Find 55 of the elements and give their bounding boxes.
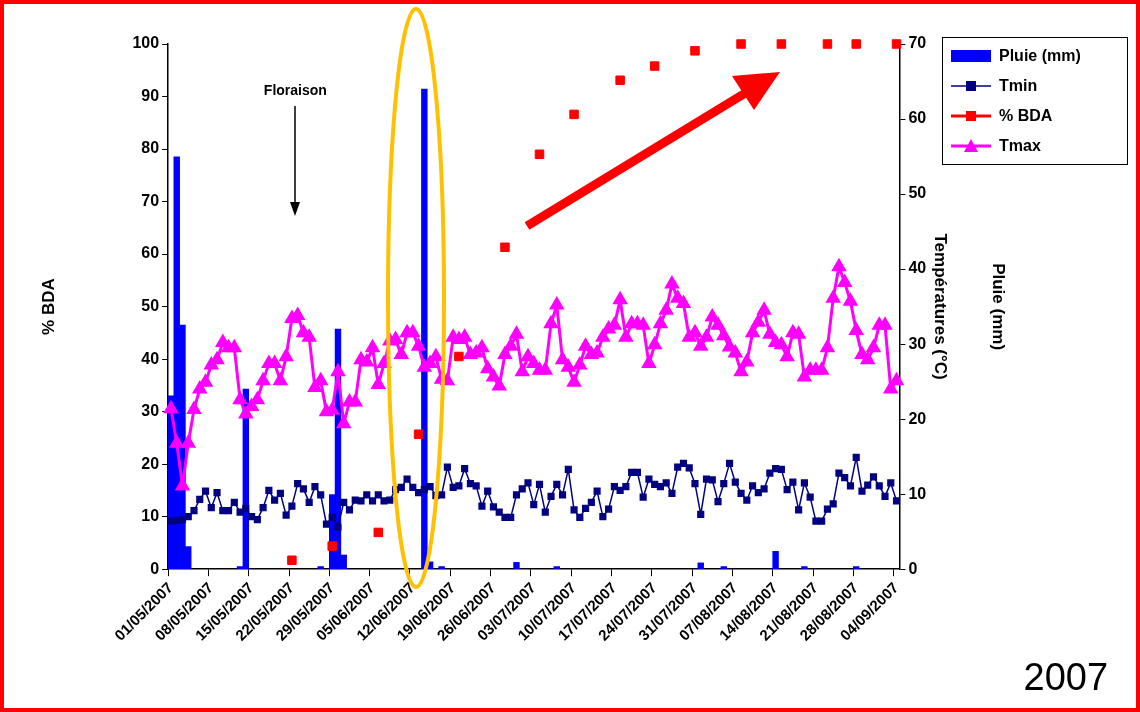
bar <box>513 562 520 570</box>
legend-label: Tmin <box>999 77 1038 95</box>
point <box>413 429 424 439</box>
bar <box>853 566 860 570</box>
y-axis-title: % BDA <box>38 278 58 335</box>
point <box>736 39 746 49</box>
legend-label: Tmax <box>999 137 1041 155</box>
y-tick-label: 10 <box>141 507 160 525</box>
bar <box>720 566 727 570</box>
y-tick-label: 90 <box>141 86 160 104</box>
point <box>287 555 297 565</box>
bar <box>438 566 445 570</box>
point <box>851 39 861 49</box>
y-tick-label: 0 <box>150 559 160 577</box>
bar <box>772 551 779 570</box>
y-tick-label: 50 <box>141 297 160 314</box>
bar <box>317 566 324 570</box>
y2-tick-label: 60 <box>908 109 927 127</box>
y2-tick-label: 10 <box>908 484 927 502</box>
point <box>690 46 700 56</box>
y3-axis-title: Pluie (mm) <box>989 263 1009 351</box>
y2-tick-label: 70 <box>908 34 927 52</box>
point <box>327 541 337 551</box>
point <box>776 39 787 49</box>
y-tick-label: 70 <box>141 191 160 209</box>
bar <box>340 554 347 570</box>
annotation: Floraison <box>263 82 327 99</box>
y-tick-label: 100 <box>132 34 160 52</box>
y-tick-label: 30 <box>141 402 160 420</box>
text: 2007 <box>1023 656 1109 699</box>
point <box>615 75 625 85</box>
bar <box>236 566 244 570</box>
point <box>454 351 464 362</box>
bar <box>553 566 560 570</box>
y2-tick-label: 0 <box>908 559 918 577</box>
y2-tick-label: 40 <box>908 259 927 277</box>
point <box>534 149 545 160</box>
y2-tick-label: 50 <box>908 184 927 202</box>
bar <box>185 546 192 570</box>
bar <box>801 566 808 570</box>
point <box>822 39 833 49</box>
y-tick-label: 80 <box>141 139 160 157</box>
legend-label: Pluie (mm) <box>999 47 1081 65</box>
point <box>569 109 579 120</box>
y-tick-label: 60 <box>141 244 160 262</box>
y2-axis-title: Températures (°C) <box>930 233 950 380</box>
y-tick-label: 20 <box>141 454 160 472</box>
legend-label: % BDA <box>999 107 1053 125</box>
y-tick-label: 40 <box>141 349 160 367</box>
point <box>649 61 660 71</box>
y2-tick-label: 30 <box>908 334 927 352</box>
point <box>373 527 384 538</box>
point <box>500 242 510 252</box>
y2-tick-label: 20 <box>908 409 927 427</box>
point <box>891 39 902 49</box>
